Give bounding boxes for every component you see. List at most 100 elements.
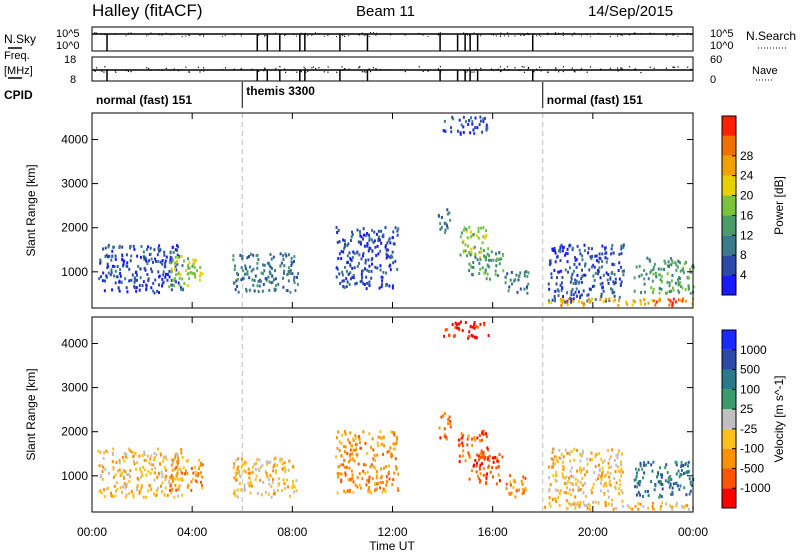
echo-cell: [172, 476, 175, 480]
echo-cell: [513, 480, 516, 484]
echo-cell: [161, 472, 164, 476]
echo-cell: [194, 479, 197, 483]
echo-cell: [199, 271, 202, 275]
echo-cell: [290, 263, 293, 267]
echo-cell: [123, 259, 126, 263]
echo-cell: [277, 483, 280, 487]
echo-cell: [668, 281, 671, 285]
echo-cell: [171, 479, 174, 483]
echo-cell: [597, 463, 600, 467]
echo-cell: [608, 482, 611, 486]
echo-cell: [586, 457, 589, 461]
nave-dot: [304, 68, 306, 70]
echo-cell: [110, 271, 113, 275]
echo-cell: [143, 452, 146, 456]
nsearch-dot: [181, 35, 183, 37]
echo-cell: [669, 299, 672, 303]
echo-cell: [446, 212, 449, 216]
echo-cell: [391, 236, 394, 240]
echo-cell: [577, 488, 580, 492]
echo-cell: [550, 276, 553, 280]
plot-area: [92, 317, 693, 512]
echo-cell: [125, 253, 128, 257]
echo-cell: [482, 120, 485, 124]
echo-cell: [175, 268, 178, 272]
nsearch-dot: [463, 32, 465, 34]
echo-cell: [154, 466, 157, 470]
echo-cell: [373, 230, 376, 234]
echo-cell: [660, 267, 663, 271]
echo-cell: [186, 471, 189, 475]
echo-cell: [526, 275, 529, 279]
echo-cell: [346, 280, 349, 284]
echo-cell: [510, 491, 513, 495]
echo-cell: [589, 299, 592, 303]
echo-cell: [481, 431, 484, 435]
echo-cell: [555, 470, 558, 474]
echo-cell: [187, 263, 190, 267]
echo-cell: [566, 260, 569, 264]
echo-cell: [666, 471, 669, 475]
echo-cell: [135, 289, 138, 293]
echo-cell: [687, 284, 690, 288]
echo-cell: [671, 273, 674, 277]
echo-cell: [599, 481, 602, 485]
echo-cell: [476, 436, 479, 440]
echo-cell: [497, 473, 500, 477]
nsearch-dot: [200, 33, 202, 35]
echo-cell: [341, 279, 344, 283]
nsearch-dot: [562, 34, 564, 36]
nsearch-dot: [547, 32, 549, 34]
echo-cell: [159, 451, 162, 455]
echo-cell: [196, 480, 199, 484]
echo-cell: [370, 491, 373, 495]
echo-cell: [595, 259, 598, 263]
echo-cell: [179, 484, 182, 488]
echo-cell: [552, 474, 555, 478]
echo-cell: [691, 265, 694, 269]
echo-cell: [170, 491, 173, 495]
echo-cell: [114, 254, 117, 258]
echo-cell: [133, 247, 136, 251]
echo-cell: [449, 126, 452, 130]
echo-cell: [681, 286, 684, 290]
echo-cell: [617, 303, 620, 307]
echo-cell: [124, 495, 127, 499]
echo-cell: [650, 480, 653, 484]
nave-dot: [480, 67, 482, 69]
echo-cell: [588, 287, 591, 291]
echo-cell: [465, 120, 468, 124]
echo-cell: [161, 259, 164, 263]
echo-cell: [476, 258, 479, 262]
echo-cell: [103, 289, 106, 293]
echo-cell: [474, 252, 477, 256]
echo-cell: [285, 254, 288, 258]
echo-cell: [264, 490, 267, 494]
echo-cell: [368, 475, 371, 479]
echo-cell: [581, 258, 584, 262]
echo-cell: [116, 469, 119, 473]
echo-cell: [362, 254, 365, 258]
echo-cell: [465, 227, 468, 231]
echo-cell: [193, 262, 196, 266]
nave-dot: [358, 67, 360, 69]
echo-cell: [114, 257, 117, 261]
echo-cell: [144, 268, 147, 272]
echo-cell: [619, 460, 622, 464]
aux-traces: [92, 32, 693, 81]
echo-cell: [241, 256, 244, 260]
echo-cell: [459, 131, 462, 135]
echo-cell: [179, 470, 182, 474]
echo-cell: [597, 500, 600, 504]
echo-cell: [374, 482, 377, 486]
echo-cell: [620, 280, 623, 284]
echo-cell: [689, 480, 692, 484]
echo-cell: [659, 507, 662, 511]
nsearch-dot: [199, 35, 201, 37]
echo-cell: [553, 455, 556, 459]
echo-cell: [380, 442, 383, 446]
echo-cell: [377, 237, 380, 241]
echo-cell: [439, 227, 442, 231]
echo-cell: [185, 269, 188, 273]
echo-cell: [449, 420, 452, 424]
